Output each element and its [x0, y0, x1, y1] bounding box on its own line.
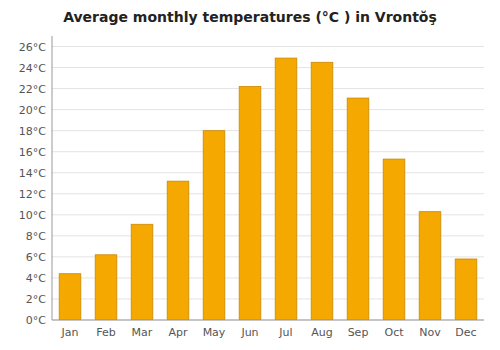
bar [59, 274, 81, 320]
x-tick-label: Aug [311, 326, 332, 339]
grid-line [52, 109, 484, 110]
y-tick-label: 8°C [26, 230, 46, 243]
bar [239, 86, 261, 320]
bar [275, 58, 297, 320]
bar [419, 212, 441, 320]
bar [347, 98, 369, 320]
x-axis: Jan Feb Mar Apr May Jun Jul Aug Sep Oct Nov Dec [52, 320, 484, 339]
y-tick-label: 12°C [19, 188, 46, 201]
bars [59, 58, 477, 320]
y-tick-label: 2°C [26, 293, 46, 306]
x-tick-label: Apr [168, 326, 188, 339]
x-tick-label: Sep [348, 326, 369, 339]
grid-line [52, 320, 484, 321]
grid-line [52, 151, 484, 152]
grid [52, 47, 484, 320]
bar [383, 159, 405, 320]
y-tick-label: 26°C [19, 41, 46, 54]
x-tick-label: Jul [278, 326, 292, 339]
y-tick-label: 4°C [26, 272, 46, 285]
x-tick-label: Oct [384, 326, 404, 339]
y-tick-label: 14°C [19, 167, 46, 180]
bar [131, 224, 153, 320]
y-tick-label: 24°C [19, 62, 46, 75]
y-axis: 0°C 2°C 4°C 6°C 8°C 10°C 12°C 14°C 16°C 18°C 20°C 2… [19, 36, 52, 327]
y-tick-label: 16°C [19, 146, 46, 159]
x-tick-label: Mar [132, 326, 153, 339]
y-axis-line [52, 36, 53, 320]
bar [95, 255, 117, 320]
x-axis-line [52, 320, 484, 321]
x-tick-label: Feb [96, 326, 115, 339]
chart: Average monthly temperatures (°C ) in Vr… [0, 0, 500, 350]
grid-line [52, 172, 484, 173]
x-tick-label: Dec [455, 326, 476, 339]
grid-line [52, 46, 484, 47]
x-tick-label: Jun [240, 326, 258, 339]
x-tick-label: May [203, 326, 226, 339]
bar [203, 131, 225, 320]
y-tick-label: 0°C [26, 314, 46, 327]
x-tick-label: Jan [61, 326, 79, 339]
bar [455, 259, 477, 320]
y-tick-label: 20°C [19, 104, 46, 117]
x-tick-label: Nov [419, 326, 441, 339]
y-tick-label: 6°C [26, 251, 46, 264]
grid-line [52, 88, 484, 89]
bar [167, 181, 189, 320]
y-tick-label: 22°C [19, 83, 46, 96]
y-tick-label: 10°C [19, 209, 46, 222]
page: {"chart_data": {"type": "bar", "title": … [0, 0, 500, 350]
grid-line [52, 193, 484, 194]
grid-line [52, 130, 484, 131]
title: Average monthly temperatures (°C ) in Vr… [63, 9, 437, 25]
grid-line [52, 67, 484, 68]
y-tick-label: 18°C [19, 125, 46, 138]
bar [311, 62, 333, 320]
